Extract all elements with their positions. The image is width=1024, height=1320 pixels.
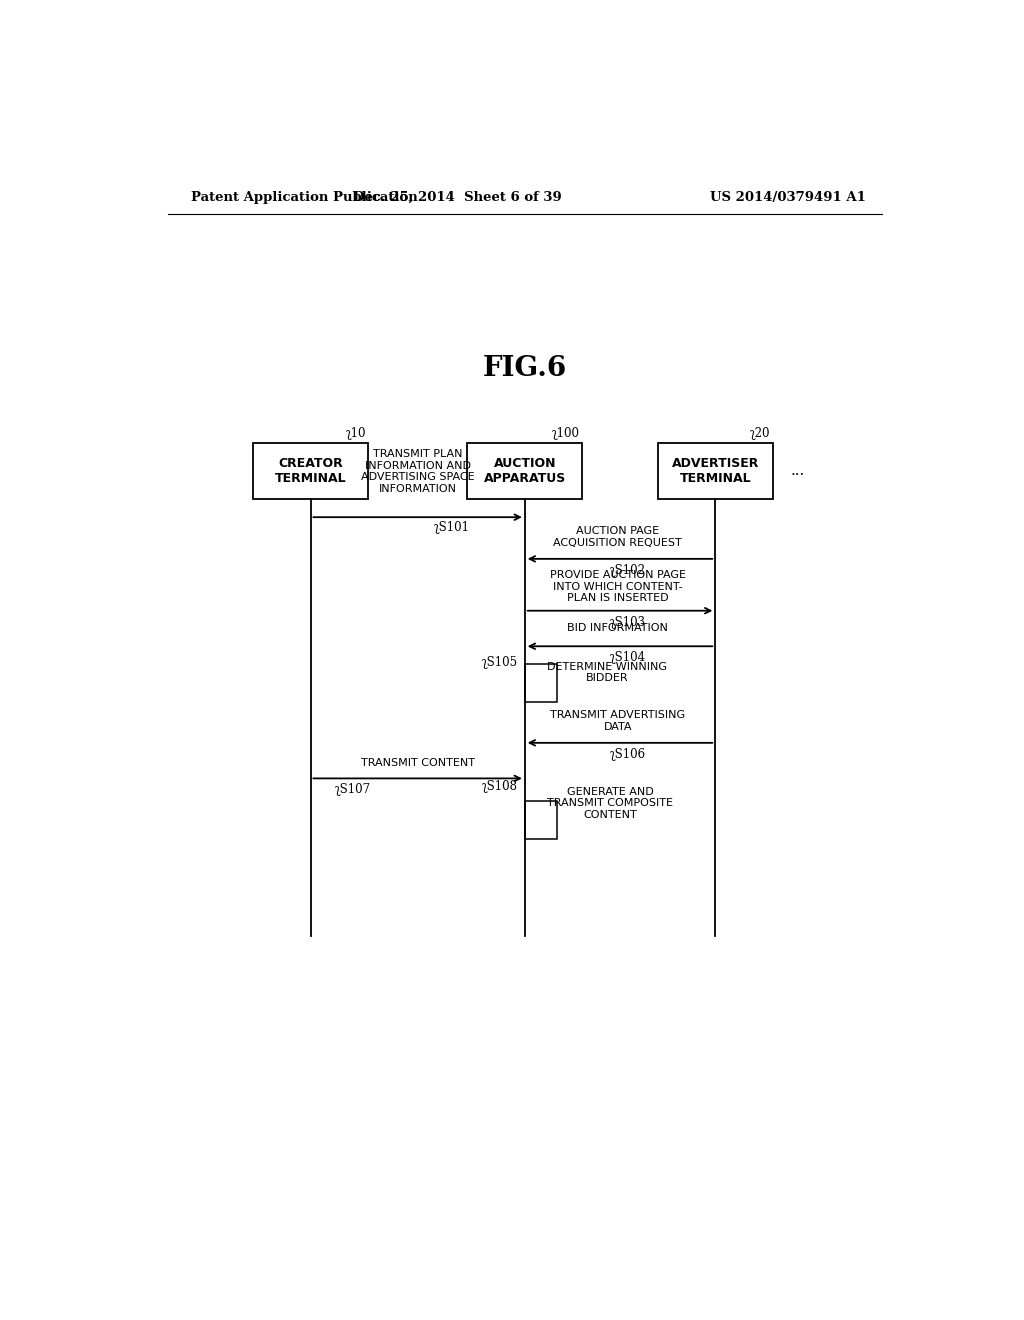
Text: TRANSMIT PLAN
INFORMATION AND
ADVERTISING SPACE
INFORMATION: TRANSMIT PLAN INFORMATION AND ADVERTISIN… <box>360 449 474 494</box>
Text: ʅ20: ʅ20 <box>750 426 770 440</box>
Bar <box>467 444 583 499</box>
Bar <box>524 801 557 840</box>
Text: ʅS104: ʅS104 <box>609 651 646 664</box>
Text: ʅS105: ʅS105 <box>481 656 517 669</box>
Text: DETERMINE WINNING
BIDDER: DETERMINE WINNING BIDDER <box>547 661 667 684</box>
Text: ʅ10: ʅ10 <box>345 426 366 440</box>
Text: ʅS107: ʅS107 <box>334 784 371 796</box>
Text: AUCTION
APPARATUS: AUCTION APPARATUS <box>483 457 566 484</box>
Text: ʅS102: ʅS102 <box>609 564 646 577</box>
Text: TRANSMIT CONTENT: TRANSMIT CONTENT <box>360 758 475 768</box>
Text: ...: ... <box>791 463 805 478</box>
Text: ʅ100: ʅ100 <box>552 426 580 440</box>
Text: ʅS103: ʅS103 <box>609 615 646 628</box>
Text: Patent Application Publication: Patent Application Publication <box>191 190 418 203</box>
Text: AUCTION PAGE
ACQUISITION REQUEST: AUCTION PAGE ACQUISITION REQUEST <box>553 527 682 548</box>
Text: TRANSMIT ADVERTISING
DATA: TRANSMIT ADVERTISING DATA <box>550 710 685 731</box>
Text: Dec. 25, 2014  Sheet 6 of 39: Dec. 25, 2014 Sheet 6 of 39 <box>353 190 562 203</box>
Text: BID INFORMATION: BID INFORMATION <box>567 623 668 632</box>
Text: ʅS108: ʅS108 <box>481 780 517 793</box>
Text: PROVIDE AUCTION PAGE
INTO WHICH CONTENT-
PLAN IS INSERTED: PROVIDE AUCTION PAGE INTO WHICH CONTENT-… <box>550 570 686 603</box>
Text: FIG.6: FIG.6 <box>482 355 567 383</box>
Text: ʅS106: ʅS106 <box>609 748 646 760</box>
Text: CREATOR
TERMINAL: CREATOR TERMINAL <box>274 457 346 484</box>
Text: US 2014/0379491 A1: US 2014/0379491 A1 <box>711 190 866 203</box>
Bar <box>524 664 557 702</box>
Text: ADVERTISER
TERMINAL: ADVERTISER TERMINAL <box>672 457 759 484</box>
Text: GENERATE AND
TRANSMIT COMPOSITE
CONTENT: GENERATE AND TRANSMIT COMPOSITE CONTENT <box>547 787 673 820</box>
Bar <box>253 444 368 499</box>
Bar <box>657 444 773 499</box>
Text: ʅS101: ʅS101 <box>433 521 470 535</box>
